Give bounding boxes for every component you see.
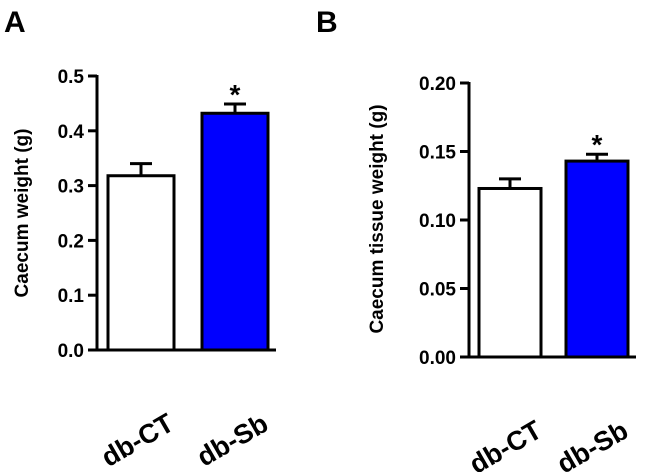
panel-a-y-tick-label: 0.4 — [58, 122, 85, 143]
panel-b-y-tick-label: 0.05 — [419, 280, 456, 301]
panel-b-y-tick-label: 0.15 — [419, 143, 456, 164]
panel-b-significance-marker: * — [592, 129, 603, 160]
panel-a-y-axis-label: Caecum weight (g) — [12, 129, 33, 298]
panel-a-letter: A — [4, 6, 26, 39]
panel-b-y-tick-label: 0.10 — [419, 211, 456, 232]
panel-b-letter: B — [316, 6, 338, 39]
panel-a-bar-db-ct — [106, 174, 176, 352]
panel-a-category-label: db-Sb — [192, 408, 273, 472]
panel-b-y-tick-label: 0.00 — [419, 348, 456, 369]
panel-a-y-tick-label: 0.5 — [58, 67, 85, 88]
panel-a-y-tick-label: 0.1 — [58, 286, 85, 307]
panel-b-bar-db-sb — [564, 159, 630, 359]
panel-b-category-label: db-CT — [464, 414, 547, 472]
panel-a-significance-marker: * — [230, 79, 241, 110]
panel-b-y-axis-label: Caecum tissue weight (g) — [367, 104, 388, 333]
panel-b-chart: B Caecum tissue weight (g) 0.00 0.05 0.10 0… — [316, 6, 636, 472]
panel-a-chart: A Caecum weight (g) 0.0 0.1 0.2 0.3 0.4 0.5 db… — [4, 6, 276, 472]
panel-b-y-tick-label: 0.20 — [419, 74, 456, 95]
panel-a-category-label: db-CT — [96, 407, 179, 472]
panel-b-bar-db-ct — [477, 186, 543, 359]
panel-b-category-label: db-Sb — [552, 415, 633, 472]
panel-a-y-tick-label: 0.2 — [58, 231, 84, 252]
panel-a-y-tick-label: 0.0 — [58, 341, 84, 362]
panel-a-bar-db-sb — [200, 111, 270, 352]
panel-a-y-tick-label: 0.3 — [58, 177, 84, 198]
